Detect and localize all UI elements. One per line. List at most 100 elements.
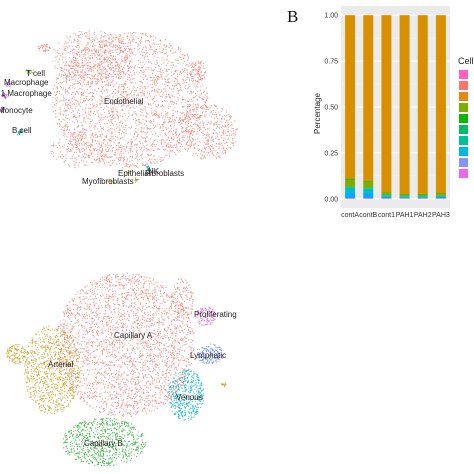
cell-point (59, 125, 61, 127)
cell-point (112, 135, 114, 137)
cell-point (131, 51, 133, 53)
cell-point (58, 73, 61, 75)
cell-point (100, 97, 103, 99)
cell-point (140, 136, 142, 138)
cell-point (112, 67, 114, 69)
cell-point (194, 83, 196, 85)
cell-point (167, 150, 169, 152)
cell-point (217, 143, 219, 145)
cell-point (27, 70, 29, 72)
cell-point (190, 142, 192, 144)
cell-point (119, 50, 121, 52)
cell-point (74, 63, 76, 65)
cell-point (193, 66, 195, 68)
cell-point (110, 344, 112, 347)
cell-point (64, 89, 66, 91)
cell-point (143, 123, 145, 125)
cell-point (77, 70, 79, 72)
cell-point (41, 44, 43, 46)
cell-point (78, 330, 80, 332)
cell-point (177, 147, 179, 149)
cell-point (152, 144, 154, 146)
cell-point (194, 85, 196, 87)
cell-point (122, 46, 124, 48)
cell-point (143, 137, 146, 139)
cell-point (160, 106, 162, 108)
cell-point (132, 364, 134, 366)
cell-point (114, 154, 116, 156)
cell-point (131, 141, 133, 143)
cell-point (86, 89, 89, 91)
cell-point (111, 159, 113, 162)
cell-point (155, 133, 157, 135)
cell-point (103, 43, 105, 45)
cell-point (71, 79, 73, 81)
cell-point (173, 88, 175, 90)
cell-point (198, 71, 200, 73)
cell-point (166, 55, 168, 57)
cell-point (143, 347, 146, 350)
cell-point (230, 117, 232, 119)
cell-point (104, 57, 106, 59)
cell-point (171, 130, 173, 132)
cell-point (116, 127, 118, 129)
cell-point (199, 148, 201, 150)
cell-point (189, 356, 191, 358)
cell-point (169, 106, 171, 108)
cell-point (203, 127, 206, 129)
cell-point (138, 123, 140, 125)
cell-point (100, 95, 103, 98)
cell-point (187, 353, 190, 355)
cell-point (155, 113, 157, 115)
cell-point (129, 294, 131, 297)
bar-segment (381, 195, 392, 197)
cell-point (149, 128, 151, 130)
cell-point (64, 128, 66, 130)
bar-segment (363, 188, 374, 193)
cell-point (191, 63, 193, 65)
cell-point (168, 147, 170, 149)
cell-point (167, 81, 169, 83)
cell-point (92, 95, 94, 97)
cell-point (143, 72, 145, 74)
cell-point (65, 61, 67, 63)
cell-point (126, 102, 128, 104)
cell-point (100, 120, 102, 122)
cell-point (172, 64, 174, 67)
cell-point (155, 322, 157, 324)
cell-point (193, 64, 195, 66)
cell-point (116, 275, 118, 277)
cell-point (107, 95, 109, 97)
cell-point (190, 64, 192, 66)
cell-point (115, 359, 117, 361)
cell-point (77, 164, 79, 166)
cell-point (111, 108, 113, 110)
cell-point (74, 138, 76, 141)
cell-point (118, 88, 120, 90)
cell-point (179, 84, 181, 86)
cell-point (137, 158, 139, 160)
cell-point (145, 139, 147, 141)
cell-point (86, 83, 88, 85)
cell-point (196, 81, 198, 83)
cell-point (69, 99, 71, 101)
cell-point (67, 105, 69, 107)
cell-point (164, 110, 166, 113)
cell-point (118, 149, 120, 151)
cell-point (94, 297, 96, 300)
cell-point (211, 135, 213, 137)
cell-point (172, 73, 174, 75)
cell-point (123, 159, 126, 161)
cell-point (80, 99, 82, 101)
cell-point (111, 50, 113, 52)
cell-point (8, 86, 10, 88)
cell-point (155, 89, 157, 91)
cell-point (149, 83, 151, 86)
cell-point (108, 306, 110, 308)
cell-point (131, 48, 133, 50)
cell-point (215, 143, 217, 145)
cell-point (111, 81, 113, 83)
cell-point (153, 70, 155, 72)
cell-point (220, 144, 222, 146)
cell-point (63, 45, 65, 47)
